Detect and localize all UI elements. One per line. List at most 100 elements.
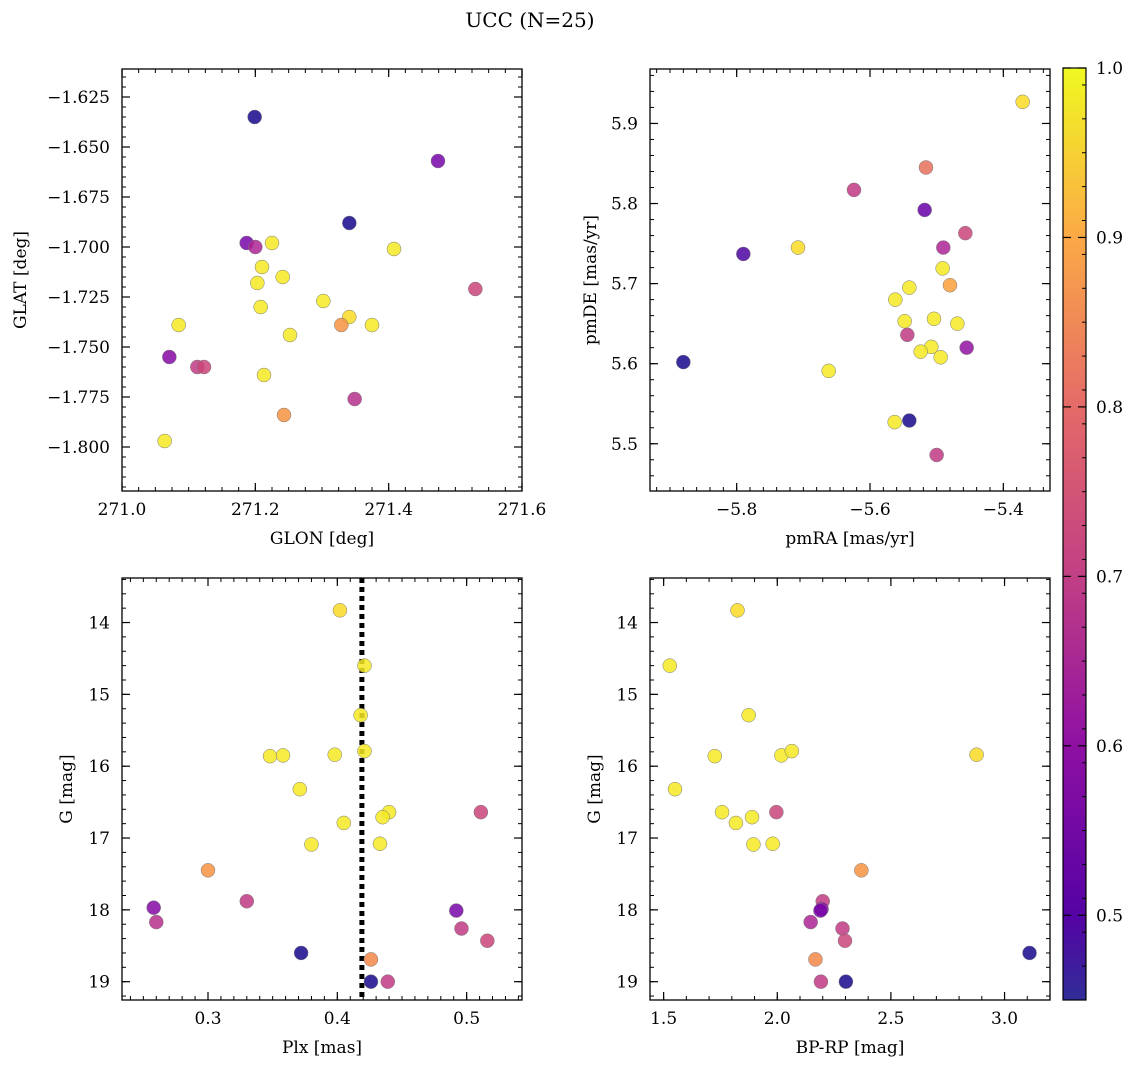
data-point [254,259,270,275]
colorbar-tick-label: 0.5 [1096,906,1123,926]
data-point [790,240,806,255]
data-point [162,349,177,365]
data-point [746,837,761,852]
data-point [935,261,950,276]
data-point [332,603,348,618]
data-point [363,974,379,989]
plot-frame [121,68,523,492]
data-point [838,974,854,989]
data-point [316,293,331,309]
data-point [304,837,319,852]
colorbar-gradient [1063,68,1086,1000]
y-tick-label: 18 [616,901,638,921]
x-axis-label: pmRA [mas/yr] [785,529,914,549]
x-tick-label: 2.5 [877,1009,904,1029]
y-tick-label: −1.700 [47,238,110,258]
x-axis-label: BP-RP [mag] [796,1038,905,1058]
colorbar-tick-label: 0.7 [1096,567,1123,587]
scatter-panel-1: 271.0 271.2 271.4 271.6 −1.625 −1.650 −1.675 −1… [11,68,546,549]
data-point [736,246,751,262]
x-tick-label: 0.5 [453,1009,480,1029]
data-point [276,407,292,423]
data-point [200,863,216,878]
y-tick-label: 14 [616,614,638,634]
x-tick-label: 271.0 [98,500,147,520]
x-axis-label: GLON [deg] [270,529,374,549]
data-point [275,269,290,285]
data-point [926,311,942,327]
data-point [275,748,291,763]
data-point [929,447,944,463]
y-tick-label: 16 [616,757,638,777]
data-point [769,804,784,820]
x-tick-label: 271.4 [364,500,413,520]
data-point [282,327,298,343]
data-point [813,903,828,918]
data-point [292,781,308,797]
data-point [157,433,172,449]
data-point [837,933,853,948]
y-tick-label: 18 [88,901,110,921]
data-point [902,413,917,428]
figure-title: UCC (N=25) [465,8,594,32]
colorbar-tick-label: 0.6 [1096,737,1123,757]
x-tick-label: 3.0 [991,1009,1018,1029]
scatter-panel-2: −5.8 −5.6 −5.4 5.5 5.6 5.7 5.8 5.9 pmRA [mas/yr]… [581,68,1051,549]
data-point [958,225,973,241]
data-point [765,836,780,852]
data-point [357,658,372,673]
x-tick-label: −5.8 [716,500,757,520]
data-point [813,974,829,989]
x-tick-label: 271.2 [231,500,280,520]
data-point [380,974,396,989]
data-point [803,914,818,930]
plot-frame [649,577,1051,1001]
y-tick-label: 5.8 [611,195,638,215]
colorbar: 0.5 0.6 0.7 0.8 0.9 1.0 [1062,59,1123,1001]
data-point [714,804,730,820]
data-point [959,340,974,355]
data-point [846,182,862,198]
data-point [821,363,836,379]
data-point [969,747,984,762]
data-point [327,747,342,762]
y-tick-label: 15 [88,685,110,705]
x-tick-label: 1.5 [650,1009,677,1029]
y-tick-label: 5.5 [611,435,638,455]
data-point [888,292,903,307]
data-point [676,354,691,370]
data-point [784,743,800,759]
data-point [363,952,379,967]
colorbar-frame [1062,67,1087,1001]
data-point [386,241,402,257]
data-point [728,815,744,831]
data-point [247,109,262,125]
y-tick-label: 5.6 [611,355,638,375]
data-point [171,317,186,333]
data-point [375,809,390,825]
data-point [900,327,915,343]
y-tick-label: 5.7 [611,275,638,295]
data-point [454,921,469,936]
x-tick-label: 0.3 [194,1009,221,1029]
x-tick-label: −5.4 [983,500,1024,520]
data-point [480,933,495,948]
scatter-panel-4: 1.5 2.0 2.5 3.0 14 15 16 17 18 19 BP-RP [mag] G [ma… [585,577,1051,1058]
data-point [950,316,965,331]
x-tick-label: 2.0 [764,1009,791,1029]
x-axis-label: Plx [mas] [282,1038,362,1058]
y-axis-label: GLAT [deg] [11,231,31,329]
data-point [253,299,268,315]
y-tick-label: 5.9 [611,114,638,134]
colorbar-tick-label: 1.0 [1096,59,1123,79]
y-tick-label: −1.800 [47,438,110,458]
y-tick-label: −1.675 [47,188,110,208]
data-point [239,893,255,909]
y-tick-label: −1.650 [47,138,110,158]
data-point [347,391,362,407]
y-tick-label: 16 [88,757,110,777]
data-point [256,367,272,383]
data-point [146,900,161,915]
data-point [336,815,352,831]
